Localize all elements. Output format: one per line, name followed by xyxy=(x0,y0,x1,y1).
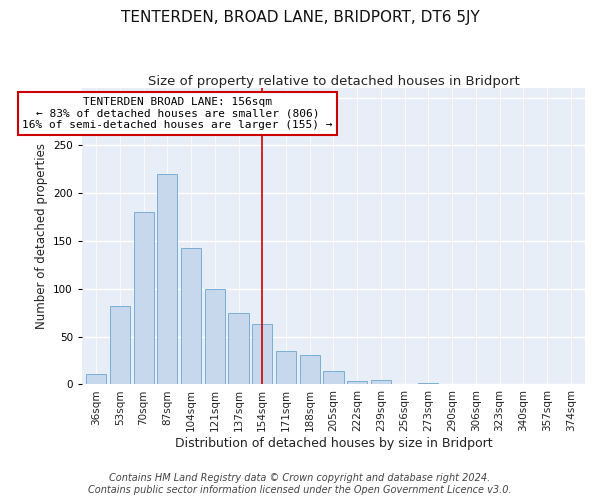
Bar xyxy=(347,380,367,384)
Bar xyxy=(86,374,106,384)
Bar xyxy=(371,380,391,384)
Text: TENTERDEN, BROAD LANE, BRIDPORT, DT6 5JY: TENTERDEN, BROAD LANE, BRIDPORT, DT6 5JY xyxy=(121,10,479,25)
Bar xyxy=(181,248,201,384)
Title: Size of property relative to detached houses in Bridport: Size of property relative to detached ho… xyxy=(148,75,520,88)
Bar xyxy=(110,306,130,384)
X-axis label: Distribution of detached houses by size in Bridport: Distribution of detached houses by size … xyxy=(175,437,492,450)
Bar xyxy=(299,355,320,384)
Bar xyxy=(157,174,178,384)
Bar xyxy=(134,212,154,384)
Bar xyxy=(252,324,272,384)
Bar xyxy=(323,371,344,384)
Bar xyxy=(418,382,439,384)
Y-axis label: Number of detached properties: Number of detached properties xyxy=(35,143,47,329)
Bar xyxy=(276,351,296,384)
Bar xyxy=(229,312,248,384)
Text: Contains HM Land Registry data © Crown copyright and database right 2024.
Contai: Contains HM Land Registry data © Crown c… xyxy=(88,474,512,495)
Bar xyxy=(205,289,225,384)
Text: TENTERDEN BROAD LANE: 156sqm
← 83% of detached houses are smaller (806)
16% of s: TENTERDEN BROAD LANE: 156sqm ← 83% of de… xyxy=(22,97,333,130)
